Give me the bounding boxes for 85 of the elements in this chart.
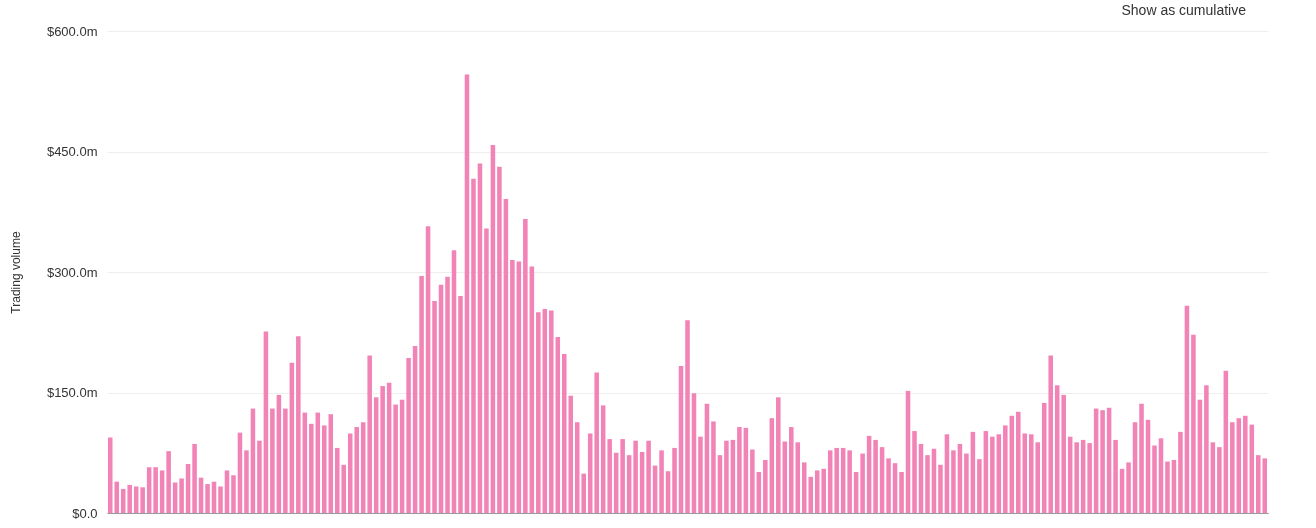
y-tick-label: $0.0 — [72, 505, 98, 521]
bar — [964, 453, 969, 513]
bar — [179, 478, 184, 513]
bar — [445, 276, 450, 513]
bar — [912, 431, 917, 513]
bar — [1016, 411, 1021, 513]
bar — [737, 427, 742, 513]
bar — [153, 467, 158, 513]
bar — [763, 459, 768, 513]
bar — [711, 421, 716, 513]
bar — [776, 397, 781, 513]
bar — [432, 300, 437, 513]
bar — [1074, 442, 1079, 513]
bar — [860, 453, 865, 513]
bar — [873, 439, 878, 513]
bar — [821, 468, 826, 513]
bar — [607, 439, 612, 513]
bar — [419, 276, 424, 513]
bar — [231, 475, 236, 513]
bar — [1152, 445, 1157, 513]
bar — [1230, 422, 1235, 513]
bar — [1204, 385, 1209, 513]
bar — [834, 447, 839, 513]
bar — [1113, 439, 1118, 513]
y-tick-label: $600.0m — [46, 23, 98, 39]
bar — [1003, 425, 1008, 513]
y-tick-label: $150.0m — [46, 385, 98, 400]
bar — [724, 440, 729, 513]
bar — [620, 439, 625, 513]
bar — [406, 357, 411, 513]
bar — [1217, 447, 1222, 513]
bar — [166, 451, 171, 513]
bar — [925, 455, 930, 513]
bar — [523, 218, 528, 513]
bar — [367, 355, 372, 513]
bar — [549, 310, 554, 513]
bar — [672, 447, 677, 513]
bar — [977, 459, 982, 513]
bar — [380, 386, 385, 513]
bar — [393, 404, 398, 513]
bar — [309, 423, 314, 513]
bar — [951, 450, 956, 513]
bar — [458, 296, 463, 513]
bar — [685, 320, 690, 513]
bar — [296, 336, 301, 513]
bar — [270, 408, 275, 513]
bar — [536, 312, 541, 513]
bar — [847, 450, 852, 513]
bar — [899, 472, 904, 513]
bar — [633, 440, 638, 513]
bar — [990, 436, 995, 513]
bar — [1191, 334, 1196, 513]
bar — [1165, 461, 1170, 513]
bar — [140, 487, 145, 513]
y-tick-label: $450.0m — [46, 144, 98, 159]
bar — [257, 440, 262, 513]
bar — [1243, 415, 1248, 513]
bar — [646, 440, 651, 513]
bar — [698, 436, 703, 513]
bar — [938, 464, 943, 513]
bar — [283, 408, 288, 513]
bar — [886, 458, 891, 513]
bar — [1178, 431, 1183, 513]
bar — [1061, 394, 1066, 513]
bar — [354, 427, 359, 513]
bar — [192, 443, 197, 513]
bar — [1087, 443, 1092, 513]
bar — [484, 228, 489, 513]
bar — [497, 166, 502, 513]
bar — [594, 372, 599, 513]
bar — [659, 450, 664, 513]
bar — [1126, 462, 1131, 513]
bar — [127, 484, 132, 513]
text: Show as cumulative — [1121, 2, 1247, 18]
y-tick-label: $300.0m — [46, 264, 98, 280]
bar — [750, 449, 755, 513]
bar — [133, 486, 139, 513]
bar — [218, 486, 223, 513]
bar — [1100, 410, 1105, 513]
bar — [1139, 403, 1144, 513]
bar — [244, 450, 249, 513]
bar — [205, 484, 210, 513]
y-axis-title: Trading volume — [8, 231, 23, 314]
bar — [510, 259, 515, 513]
bar — [471, 178, 476, 513]
